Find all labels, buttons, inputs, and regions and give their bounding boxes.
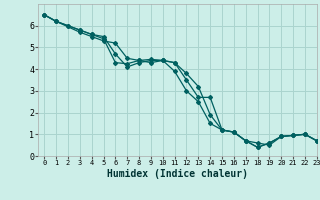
X-axis label: Humidex (Indice chaleur): Humidex (Indice chaleur): [107, 169, 248, 179]
